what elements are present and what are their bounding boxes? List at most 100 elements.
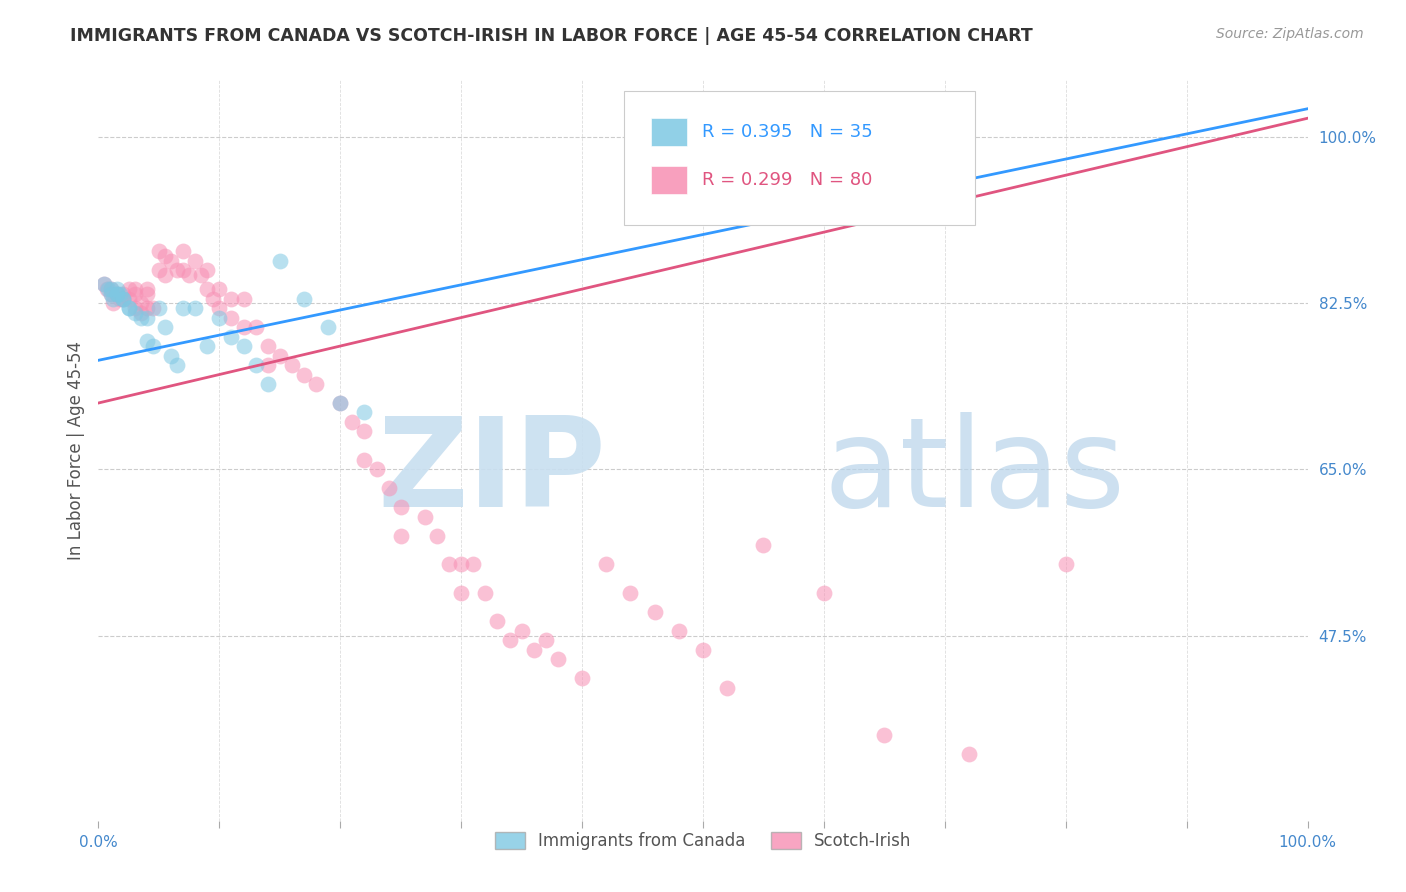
Point — [353, 405, 375, 419]
Point — [389, 500, 412, 515]
Point — [292, 368, 315, 382]
Point — [342, 415, 364, 429]
Point — [93, 277, 115, 292]
Point — [148, 263, 170, 277]
Point — [208, 282, 231, 296]
Point — [232, 292, 254, 306]
Point — [160, 253, 183, 268]
Point — [105, 282, 128, 296]
Point — [148, 244, 170, 259]
Point — [135, 310, 157, 325]
Point — [148, 301, 170, 315]
Point — [124, 301, 146, 315]
Point — [510, 624, 533, 638]
Point — [232, 320, 254, 334]
Point — [96, 282, 118, 296]
Point — [437, 558, 460, 572]
Point — [486, 615, 509, 629]
Point — [316, 320, 339, 334]
Text: atlas: atlas — [824, 412, 1126, 533]
Point — [202, 292, 225, 306]
Point — [153, 320, 176, 334]
Point — [269, 349, 291, 363]
Point — [208, 301, 231, 315]
Point — [111, 292, 134, 306]
Text: Source: ZipAtlas.com: Source: ZipAtlas.com — [1216, 27, 1364, 41]
Point — [108, 286, 131, 301]
Point — [813, 586, 835, 600]
Point — [100, 286, 122, 301]
Point — [100, 282, 122, 296]
Point — [366, 462, 388, 476]
FancyBboxPatch shape — [651, 118, 688, 146]
Point — [716, 681, 738, 695]
Point — [105, 286, 128, 301]
Point — [172, 263, 194, 277]
Point — [135, 334, 157, 349]
Text: R = 0.395   N = 35: R = 0.395 N = 35 — [702, 123, 873, 141]
Point — [129, 306, 152, 320]
Point — [619, 586, 641, 600]
Point — [571, 671, 593, 685]
Point — [450, 558, 472, 572]
Point — [353, 425, 375, 439]
Point — [232, 339, 254, 353]
FancyBboxPatch shape — [624, 91, 976, 225]
Point — [118, 282, 141, 296]
Point — [135, 282, 157, 296]
Point — [142, 301, 165, 315]
Point — [135, 301, 157, 315]
Point — [100, 286, 122, 301]
Point — [377, 482, 399, 496]
Point — [221, 329, 243, 343]
Point — [245, 358, 267, 372]
Point — [668, 624, 690, 638]
Point — [389, 529, 412, 543]
Point — [498, 633, 520, 648]
Point — [101, 292, 124, 306]
Point — [153, 249, 176, 263]
Point — [124, 282, 146, 296]
Point — [93, 277, 115, 292]
Text: ZIP: ZIP — [378, 412, 606, 533]
Point — [111, 286, 134, 301]
Y-axis label: In Labor Force | Age 45-54: In Labor Force | Age 45-54 — [66, 341, 84, 560]
Point — [221, 292, 243, 306]
Point — [101, 296, 124, 310]
Point — [426, 529, 449, 543]
Point — [190, 268, 212, 282]
Point — [184, 253, 207, 268]
Point — [595, 558, 617, 572]
Point — [450, 586, 472, 600]
Point — [873, 728, 896, 742]
Point — [97, 282, 120, 296]
Point — [142, 339, 165, 353]
Point — [118, 301, 141, 315]
FancyBboxPatch shape — [651, 166, 688, 194]
Point — [245, 320, 267, 334]
Point — [160, 349, 183, 363]
Text: R = 0.299   N = 80: R = 0.299 N = 80 — [702, 171, 872, 189]
Point — [269, 253, 291, 268]
Point — [256, 339, 278, 353]
Point — [195, 263, 218, 277]
Legend: Immigrants from Canada, Scotch-Irish: Immigrants from Canada, Scotch-Irish — [488, 825, 918, 856]
Point — [534, 633, 557, 648]
Point — [547, 652, 569, 666]
Point — [292, 292, 315, 306]
Point — [474, 586, 496, 600]
Point — [644, 605, 666, 619]
Point — [135, 286, 157, 301]
Point — [118, 301, 141, 315]
Point — [305, 377, 328, 392]
Point — [129, 296, 152, 310]
Point — [281, 358, 304, 372]
Point — [523, 642, 546, 657]
Point — [329, 396, 352, 410]
Point — [1054, 558, 1077, 572]
Point — [208, 310, 231, 325]
Point — [195, 339, 218, 353]
Point — [184, 301, 207, 315]
Point — [692, 642, 714, 657]
Point — [256, 377, 278, 392]
